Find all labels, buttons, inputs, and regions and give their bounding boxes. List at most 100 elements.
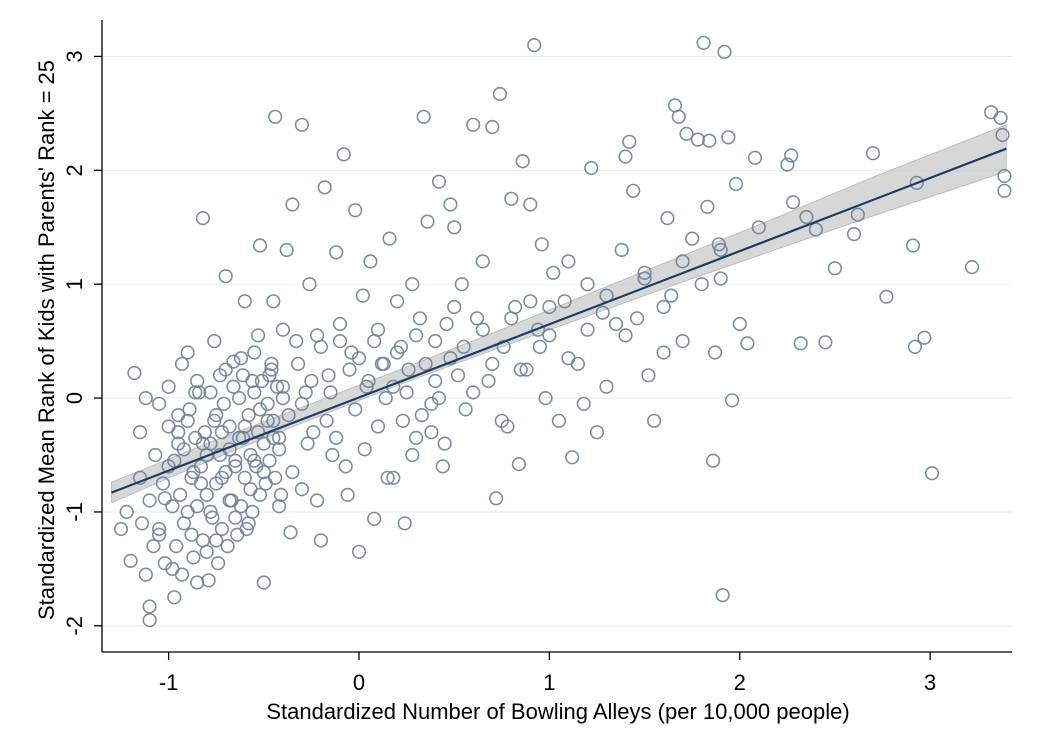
- data-point: [325, 447, 340, 463]
- data-point: [300, 436, 315, 451]
- data-point: [412, 311, 428, 326]
- data-point: [256, 436, 271, 451]
- data-point: [424, 425, 439, 440]
- data-point: [580, 277, 595, 292]
- data-point: [348, 203, 363, 218]
- data-point: [180, 345, 195, 360]
- data-point: [188, 385, 203, 400]
- data-point: [203, 504, 218, 520]
- data-point: [397, 516, 412, 531]
- data-point: [511, 457, 527, 472]
- x-axis-title: Standardized Number of Bowling Alleys (p…: [266, 699, 849, 724]
- data-point: [780, 157, 795, 172]
- data-point: [235, 430, 250, 446]
- data-point: [167, 590, 182, 605]
- data-point: [249, 459, 264, 474]
- x-tick-label: 3: [924, 670, 936, 695]
- data-point: [618, 149, 633, 164]
- data-point: [279, 242, 294, 258]
- data-point: [751, 220, 766, 235]
- data-point: [637, 271, 652, 286]
- data-point: [355, 288, 370, 303]
- data-point: [618, 328, 633, 343]
- data-point: [205, 510, 220, 525]
- data-point: [740, 336, 755, 351]
- data-point: [664, 288, 679, 303]
- data-point: [340, 487, 355, 503]
- data-point: [513, 362, 528, 377]
- data-point: [233, 351, 249, 366]
- data-point: [169, 538, 184, 554]
- data-point: [456, 339, 471, 354]
- data-point: [228, 453, 243, 468]
- data-point: [133, 425, 148, 440]
- data-point: [523, 197, 538, 212]
- data-point: [184, 470, 199, 485]
- data-point: [237, 294, 252, 309]
- data-point: [195, 533, 210, 548]
- data-point: [629, 311, 645, 326]
- data-point: [466, 385, 481, 400]
- data-point: [637, 265, 652, 280]
- data-point: [475, 322, 490, 337]
- data-point: [717, 44, 732, 60]
- data-point: [243, 447, 258, 463]
- data-points: [113, 35, 1012, 628]
- data-point: [437, 436, 452, 451]
- data-point: [329, 430, 344, 446]
- data-point: [313, 339, 329, 354]
- data-point: [721, 130, 736, 145]
- data-point: [272, 499, 287, 514]
- data-point: [995, 127, 1010, 143]
- data-point: [711, 237, 726, 252]
- axes: [101, 20, 1012, 653]
- data-point: [192, 385, 207, 400]
- data-point: [283, 525, 298, 540]
- data-point: [294, 117, 310, 132]
- data-point: [622, 134, 637, 149]
- data-point: [702, 133, 717, 148]
- data-point: [171, 408, 186, 423]
- data-point: [405, 447, 420, 463]
- data-point: [542, 328, 557, 343]
- data-point: [146, 538, 161, 554]
- data-point: [262, 453, 277, 468]
- data-point: [367, 511, 382, 526]
- data-point: [152, 396, 167, 411]
- data-point: [485, 119, 500, 135]
- data-point: [251, 425, 266, 440]
- data-point: [713, 271, 728, 286]
- data-point: [313, 533, 329, 548]
- data-point: [302, 277, 317, 292]
- data-point: [190, 499, 205, 514]
- data-point: [275, 391, 291, 406]
- data-point: [671, 109, 686, 124]
- data-point: [268, 470, 283, 485]
- data-point: [142, 599, 157, 614]
- data-point: [211, 556, 226, 571]
- data-point: [515, 154, 530, 169]
- data-point: [409, 430, 424, 446]
- data-point: [357, 442, 372, 457]
- data-point: [304, 373, 319, 389]
- data-point: [964, 260, 980, 275]
- data-point: [376, 356, 391, 372]
- data-point: [542, 299, 557, 315]
- data-point: [700, 199, 715, 214]
- data-point: [281, 408, 296, 423]
- data-point: [157, 556, 172, 571]
- data-point: [152, 521, 167, 537]
- data-point: [218, 362, 233, 377]
- data-point: [626, 183, 641, 198]
- data-point: [142, 493, 157, 508]
- data-point: [431, 391, 447, 406]
- data-point: [266, 413, 281, 428]
- data-point: [138, 391, 153, 406]
- data-point: [186, 550, 201, 565]
- data-point: [428, 334, 443, 349]
- data-point: [216, 396, 231, 411]
- data-point: [319, 413, 334, 428]
- data-point: [321, 368, 336, 383]
- data-point: [291, 356, 306, 372]
